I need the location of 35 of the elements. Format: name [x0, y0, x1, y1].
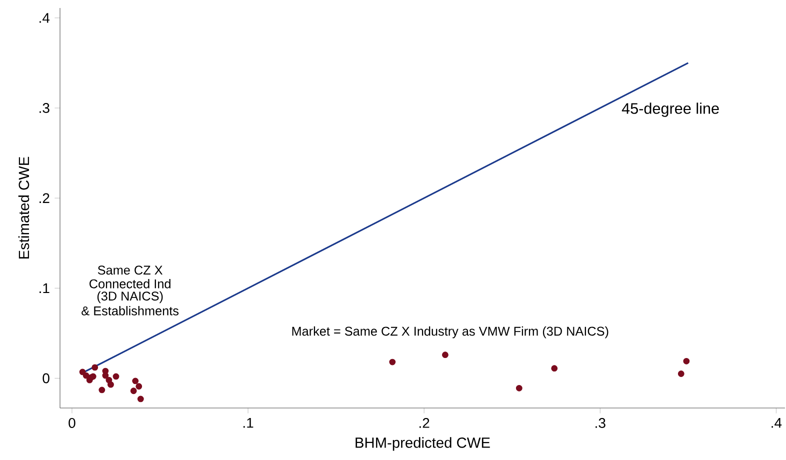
x-axis-title: BHM-predicted CWE: [356, 437, 490, 451]
x-tick-label: .1: [243, 418, 254, 428]
point: [136, 383, 142, 390]
y-tick-label: .2: [40, 193, 50, 203]
point: [389, 358, 396, 366]
annotation: Connected Ind: [90, 279, 170, 288]
annotation: 45-degree line: [622, 102, 719, 117]
y-tick-label: 0: [42, 373, 50, 384]
point: [79, 368, 86, 376]
annotation: (3D NAICS): [97, 291, 163, 304]
point: [82, 372, 90, 379]
point: [132, 378, 139, 384]
point: [92, 364, 98, 371]
annotation: Same CZ X: [98, 266, 163, 275]
point: [551, 365, 558, 372]
point: [102, 372, 109, 379]
y-tick-label: .1: [40, 283, 50, 293]
point: [516, 384, 522, 392]
x-tick-label: .2: [420, 418, 430, 428]
x-tick-label: .3: [596, 418, 606, 428]
point: [98, 386, 106, 394]
annotation: & Establishments: [82, 306, 179, 316]
annotation: Market = Same CZ X Industry as VMW Firm (3D NAICS): [292, 326, 608, 338]
point: [112, 373, 120, 380]
y-axis-title: Estimated CWE: [18, 156, 30, 259]
point: [130, 388, 137, 394]
y-tick-label: .3: [40, 103, 50, 113]
point: [678, 370, 684, 377]
point: [108, 381, 114, 388]
x-tick-label: 0: [68, 418, 76, 428]
point: [683, 358, 690, 364]
point: [442, 352, 448, 358]
point: [137, 396, 144, 402]
x-tick-label: .4: [772, 418, 782, 428]
y-tick-label: .4: [40, 13, 50, 23]
